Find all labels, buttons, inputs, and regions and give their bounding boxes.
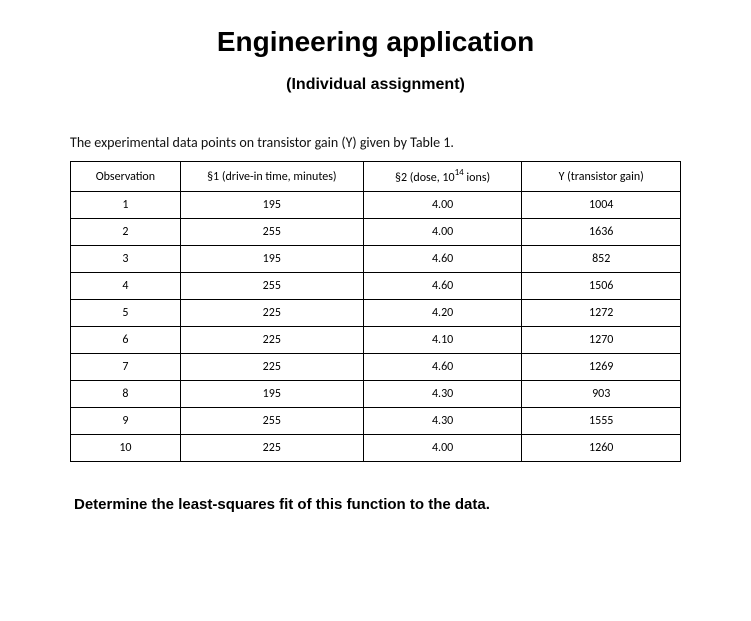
col-drive-in-time: §1 (drive-in time, minutes) xyxy=(180,162,363,192)
cell-x2: 4.60 xyxy=(363,246,522,273)
cell-x2: 4.20 xyxy=(363,300,522,327)
cell-x1: 225 xyxy=(180,435,363,462)
cell-x1: 195 xyxy=(180,192,363,219)
cell-x1: 255 xyxy=(180,273,363,300)
cell-x1: 255 xyxy=(180,219,363,246)
table-row: 8 195 4.30 903 xyxy=(71,381,681,408)
cell-x2: 4.60 xyxy=(363,354,522,381)
col-dose-tail: ions) xyxy=(464,171,490,185)
cell-x1: 195 xyxy=(180,246,363,273)
cell-observation: 2 xyxy=(71,219,181,246)
cell-y: 1272 xyxy=(522,300,681,327)
cell-x1: 225 xyxy=(180,300,363,327)
document-page: Engineering application (Individual assi… xyxy=(0,0,751,513)
col-observation: Observation xyxy=(71,162,181,192)
cell-x1: 255 xyxy=(180,408,363,435)
cell-x2: 4.00 xyxy=(363,435,522,462)
cell-observation: 5 xyxy=(71,300,181,327)
cell-y: 1270 xyxy=(522,327,681,354)
col-dose-prefix: §2 (dose, 10 xyxy=(395,171,455,185)
closing-instruction: Determine the least-squares fit of this … xyxy=(74,496,681,513)
table-row: 3 195 4.60 852 xyxy=(71,246,681,273)
data-table: Observation §1 (drive-in time, minutes) … xyxy=(70,161,681,462)
cell-y: 1506 xyxy=(522,273,681,300)
col-transistor-gain: Y (transistor gain) xyxy=(522,162,681,192)
table-row: 2 255 4.00 1636 xyxy=(71,219,681,246)
cell-x1: 195 xyxy=(180,381,363,408)
cell-y: 903 xyxy=(522,381,681,408)
table-header-row: Observation §1 (drive-in time, minutes) … xyxy=(71,162,681,192)
cell-x2: 4.60 xyxy=(363,273,522,300)
cell-observation: 3 xyxy=(71,246,181,273)
cell-observation: 9 xyxy=(71,408,181,435)
table-row: 4 255 4.60 1506 xyxy=(71,273,681,300)
col-dose-sup: 14 xyxy=(455,167,464,178)
cell-observation: 10 xyxy=(71,435,181,462)
table-row: 9 255 4.30 1555 xyxy=(71,408,681,435)
table-row: 10 225 4.00 1260 xyxy=(71,435,681,462)
cell-x2: 4.30 xyxy=(363,408,522,435)
cell-observation: 4 xyxy=(71,273,181,300)
cell-observation: 7 xyxy=(71,354,181,381)
cell-y: 852 xyxy=(522,246,681,273)
cell-x2: 4.10 xyxy=(363,327,522,354)
table-row: 6 225 4.10 1270 xyxy=(71,327,681,354)
cell-observation: 1 xyxy=(71,192,181,219)
table-body: 1 195 4.00 1004 2 255 4.00 1636 3 195 4.… xyxy=(71,192,681,462)
col-dose: §2 (dose, 1014 ions) xyxy=(363,162,522,192)
cell-x1: 225 xyxy=(180,354,363,381)
cell-x2: 4.00 xyxy=(363,219,522,246)
cell-y: 1260 xyxy=(522,435,681,462)
cell-y: 1004 xyxy=(522,192,681,219)
table-row: 7 225 4.60 1269 xyxy=(71,354,681,381)
cell-x1: 225 xyxy=(180,327,363,354)
page-title: Engineering application xyxy=(70,26,681,58)
cell-x2: 4.30 xyxy=(363,381,522,408)
cell-observation: 6 xyxy=(71,327,181,354)
cell-y: 1555 xyxy=(522,408,681,435)
cell-y: 1269 xyxy=(522,354,681,381)
page-subtitle: (Individual assignment) xyxy=(70,76,681,94)
cell-y: 1636 xyxy=(522,219,681,246)
table-row: 1 195 4.00 1004 xyxy=(71,192,681,219)
intro-text: The experimental data points on transist… xyxy=(70,134,681,151)
cell-observation: 8 xyxy=(71,381,181,408)
cell-x2: 4.00 xyxy=(363,192,522,219)
table-row: 5 225 4.20 1272 xyxy=(71,300,681,327)
